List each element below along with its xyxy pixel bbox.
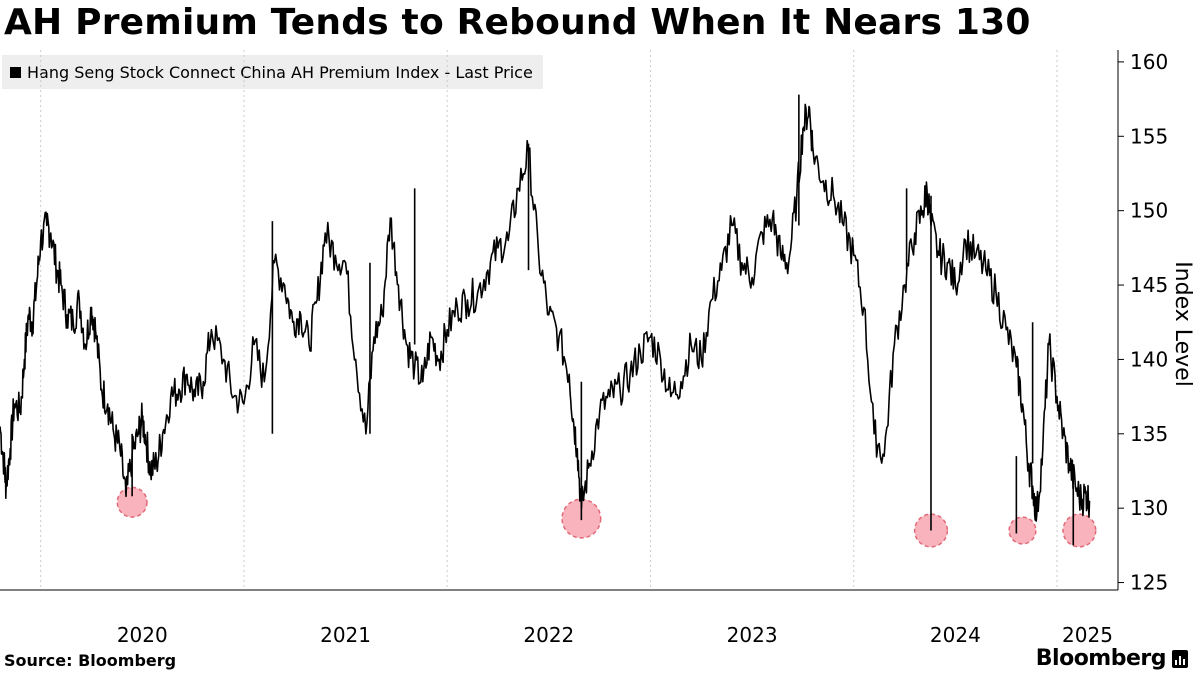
highlight-layer — [116, 486, 1097, 548]
grid-layer — [40, 50, 1058, 590]
series-layer — [0, 94, 1091, 546]
y-tick-label: 130 — [1130, 496, 1168, 520]
chart-legend: Hang Seng Stock Connect China AH Premium… — [2, 55, 543, 89]
source-note: Source: Bloomberg — [4, 651, 177, 670]
x-tick-label: 2023 — [727, 623, 778, 647]
chart-title: AH Premium Tends to Rebound When It Near… — [4, 2, 1031, 43]
axis-layer: 2020 2021 2022 2023 2024 2025 125 130 135 140 145 1… — [0, 50, 1168, 647]
y-tick-label: 150 — [1130, 199, 1168, 223]
x-tick-label: 2022 — [523, 623, 574, 647]
legend-label: Hang Seng Stock Connect China AH Premium… — [27, 62, 533, 82]
bloomberg-terminal-icon — [1172, 649, 1188, 668]
legend-swatch — [10, 66, 21, 78]
series-line — [0, 103, 1091, 522]
y-tick-label: 140 — [1130, 347, 1168, 371]
y-tick-label: 145 — [1130, 273, 1168, 297]
x-tick-label: 2025 — [1062, 623, 1113, 647]
y-tick-label: 160 — [1130, 50, 1168, 74]
x-tick-label: 2024 — [930, 623, 981, 647]
brand-logo: Bloomberg — [1036, 646, 1188, 671]
highlight-circle — [116, 486, 148, 518]
y-axis-label: Index Level — [1170, 261, 1195, 387]
x-tick-label: 2020 — [117, 623, 168, 647]
highlight-circle — [1008, 516, 1037, 545]
brand-name: Bloomberg — [1035, 646, 1167, 671]
y-tick-label: 155 — [1130, 124, 1168, 148]
y-tick-label: 125 — [1130, 571, 1168, 595]
x-tick-label: 2021 — [320, 623, 371, 647]
highlight-circle — [1062, 513, 1097, 548]
y-tick-label: 135 — [1130, 422, 1168, 446]
